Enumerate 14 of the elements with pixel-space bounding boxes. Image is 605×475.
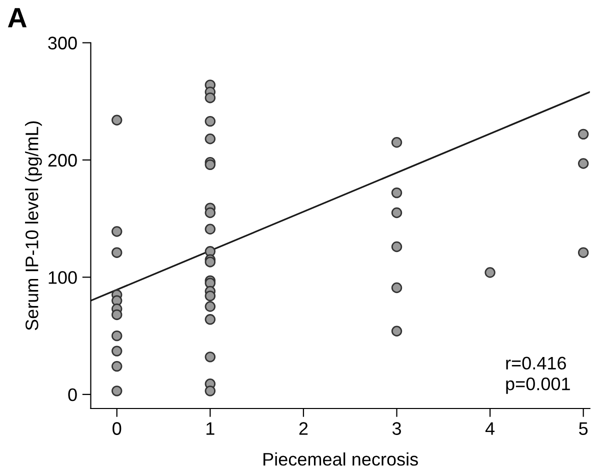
x-tick-label: 1 xyxy=(206,422,214,435)
x-tick-label: 2 xyxy=(299,422,308,435)
x-axis-title: Piecemeal necrosis xyxy=(264,452,418,466)
x-tick-label: 3 xyxy=(392,422,401,435)
x-tick-label: 5 xyxy=(579,422,588,435)
y-tick-label: 0 xyxy=(68,388,77,402)
y-tick-label: 200 xyxy=(48,154,77,167)
y-tick-label: 300 xyxy=(48,36,77,50)
x-tick-label: 0 xyxy=(112,422,122,435)
annotation: r=0.416 p=0.001 xyxy=(506,356,570,394)
y-tick-label: 100 xyxy=(48,271,77,284)
chart-title: A xyxy=(8,8,27,28)
x-tick-label: 4 xyxy=(485,422,495,435)
y-axis-title: Serum IP-10 level (pg/mL) xyxy=(25,121,42,330)
